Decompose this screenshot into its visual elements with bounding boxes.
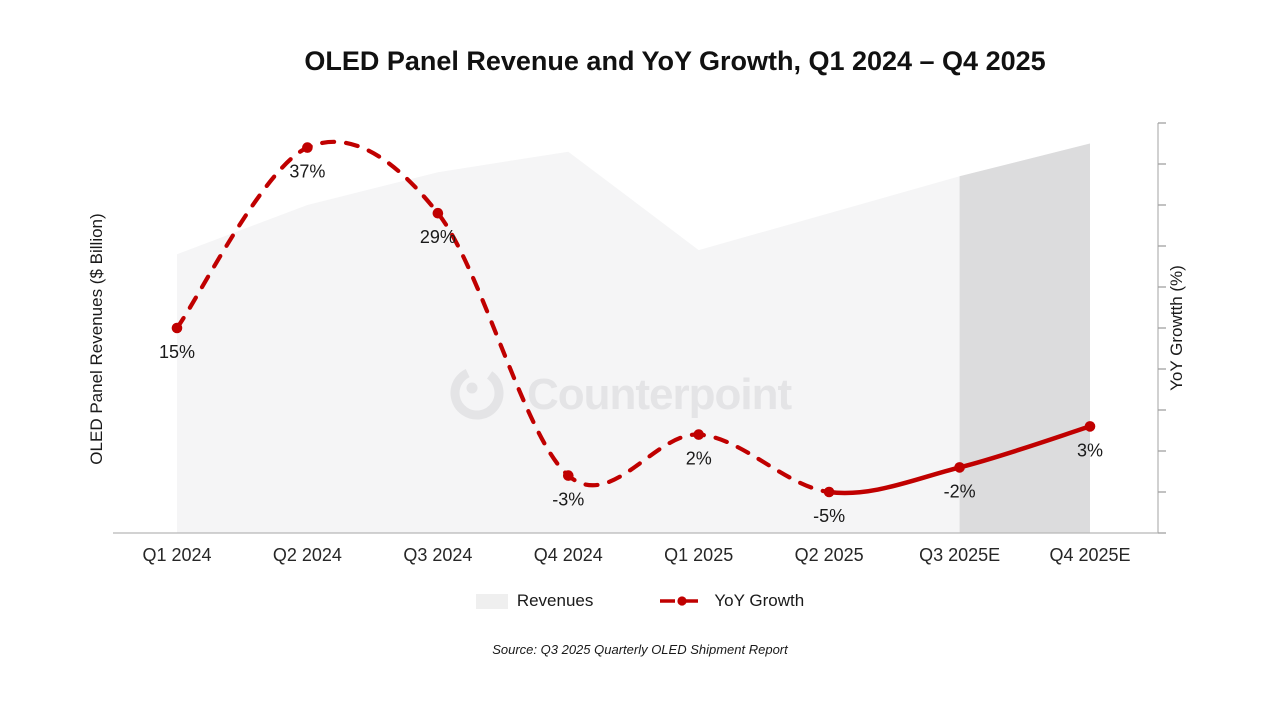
chart-title: OLED Panel Revenue and YoY Growth, Q1 20…: [304, 46, 1046, 76]
yoy-data-label: -5%: [813, 506, 845, 526]
yoy-data-point: [171, 322, 183, 334]
yoy-data-label: -2%: [944, 481, 976, 501]
watermark-text: Counterpoint: [527, 370, 793, 419]
yoy-data-label: 29%: [420, 227, 456, 247]
yoy-data-point: [954, 462, 965, 473]
yoy-data-label: 2%: [686, 449, 712, 469]
yoy-data-label: -3%: [552, 490, 584, 510]
left-axis-title: OLED Panel Revenues ($ Billion): [87, 213, 106, 465]
yoy-data-point: [563, 470, 574, 481]
x-axis-label: Q3 2025E: [919, 545, 1000, 565]
revenue-area: [177, 143, 1090, 533]
source-note: Source: Q3 2025 Quarterly OLED Shipment …: [492, 642, 788, 657]
legend-item-revenues: Revenues: [475, 591, 594, 611]
legend-label-yoy-growth: YoY Growth: [714, 591, 805, 610]
yoy-data-point: [432, 207, 444, 219]
x-axis-label: Q2 2024: [273, 545, 342, 565]
yoy-data-label: 15%: [159, 342, 195, 362]
counterpoint-logo-dot-icon: [466, 382, 478, 394]
legend-item-yoy-growth: YoY Growth: [659, 591, 804, 611]
x-axis-label: Q4 2024: [534, 545, 603, 565]
yoy-line-swatch-icon: [660, 596, 705, 606]
right-axis-title: YoY Growtth (%): [1167, 265, 1186, 391]
counterpoint-logo-icon: [450, 366, 504, 420]
x-axis-label: Q4 2025E: [1049, 545, 1130, 565]
yoy-data-point: [693, 429, 704, 440]
yoy-data-point: [1084, 421, 1096, 432]
revenue-area-forecast: [959, 143, 1090, 533]
yoy-data-point: [823, 486, 835, 498]
revenues-area-swatch-icon: [475, 593, 508, 609]
yoy-data-label: 3%: [1077, 440, 1103, 460]
x-axis-label: Q1 2024: [142, 545, 211, 565]
yoy-data-point: [302, 142, 313, 153]
x-axis-label: Q1 2025: [664, 545, 733, 565]
legend-dot-icon: [677, 596, 687, 606]
legend: Revenues YoY Growth: [0, 591, 1280, 611]
x-axis-label: Q3 2024: [403, 545, 472, 565]
x-axis-label: Q2 2025: [795, 545, 864, 565]
legend-label-revenues: Revenues: [516, 591, 594, 610]
yoy-data-label: 37%: [289, 162, 325, 182]
